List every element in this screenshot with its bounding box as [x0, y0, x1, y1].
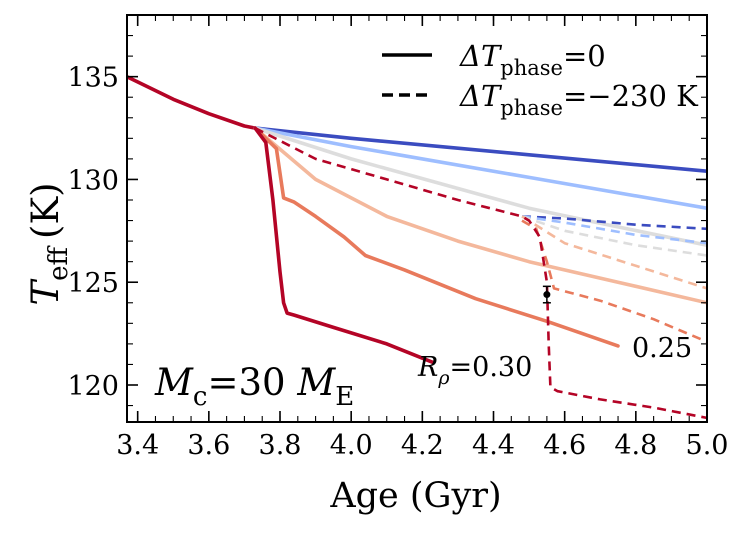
legend-solid-label: ΔTphase=0 [459, 39, 606, 80]
legend: ΔTphase=0 ΔTphase=−230 K [382, 39, 699, 120]
y-axis-label: Teff (K) [24, 182, 74, 305]
x-tick-label: 4.8 [614, 430, 657, 461]
x-tick-label: 3.4 [116, 430, 159, 461]
series-dashed-blue-dark [521, 215, 707, 231]
x-tick-label: 4.6 [543, 430, 586, 461]
x-tick-label: 4.0 [330, 430, 373, 461]
mass-main: M [154, 361, 194, 404]
legend-dashed-label: ΔTphase=−230 K [459, 79, 699, 120]
rho-main: R [417, 352, 438, 383]
series-dashed-gray [521, 215, 707, 257]
y-axis-unit: (K) [24, 182, 67, 239]
series-solid-blue-dark [253, 126, 707, 173]
rho-sub: ρ [437, 367, 450, 389]
legend-dashed-sub: phase [500, 96, 563, 120]
legend-solid-rest: =0 [563, 39, 606, 73]
x-tick-label: 3.8 [259, 430, 302, 461]
series-solid-salmon [253, 126, 620, 348]
mass-mid: =30 [207, 361, 297, 404]
mass-sub: c [193, 382, 208, 412]
series-dashed-red [254, 126, 707, 420]
plot-frame [126, 14, 708, 423]
legend-dashed-main: ΔT [459, 79, 503, 113]
series-solid-blue-light [253, 126, 707, 210]
axes-layer: 3.4 3.6 3.8 4.0 4.2 4.4 4.6 4.8 5.0 120 125 130 135 [67, 14, 729, 461]
y-axis-main: T [24, 279, 67, 306]
rho-annotation: Rρ=0.30 [417, 352, 532, 389]
y-tick-label: 120 [67, 371, 119, 402]
mass-main2: M [296, 361, 336, 404]
rho-025-annotation: 0.25 [632, 333, 692, 364]
mass-annotation: Mc=30 ME [154, 361, 354, 412]
observation-point [543, 291, 551, 299]
legend-solid-sub: phase [500, 56, 563, 80]
y-axis-sub: eff [44, 244, 74, 280]
x-tick-label: 4.2 [401, 430, 444, 461]
y-tick-label: 130 [67, 165, 119, 196]
legend-dashed-rest: =−230 K [563, 79, 699, 113]
series-solid-gray [253, 126, 707, 247]
series-layer [127, 74, 707, 420]
x-tick-label: 3.6 [187, 430, 230, 461]
series-shared-track [127, 74, 257, 130]
rho-rest: =0.30 [450, 352, 533, 383]
y-tick-label: 135 [67, 63, 119, 94]
x-axis-label: Age (Gyr) [329, 476, 501, 516]
series-solid-salmon-pale [253, 126, 707, 305]
mass-sub2: E [335, 382, 354, 412]
observation-layer [542, 285, 551, 304]
series-dashed-salmon [521, 219, 707, 343]
y-tick-label: 125 [67, 268, 119, 299]
legend-solid-main: ΔT [459, 39, 503, 73]
x-tick-label: 5.0 [686, 430, 729, 461]
x-tick-label: 4.4 [472, 430, 515, 461]
series-dashed-blue-light [521, 215, 707, 245]
series-solid-red [253, 126, 435, 365]
